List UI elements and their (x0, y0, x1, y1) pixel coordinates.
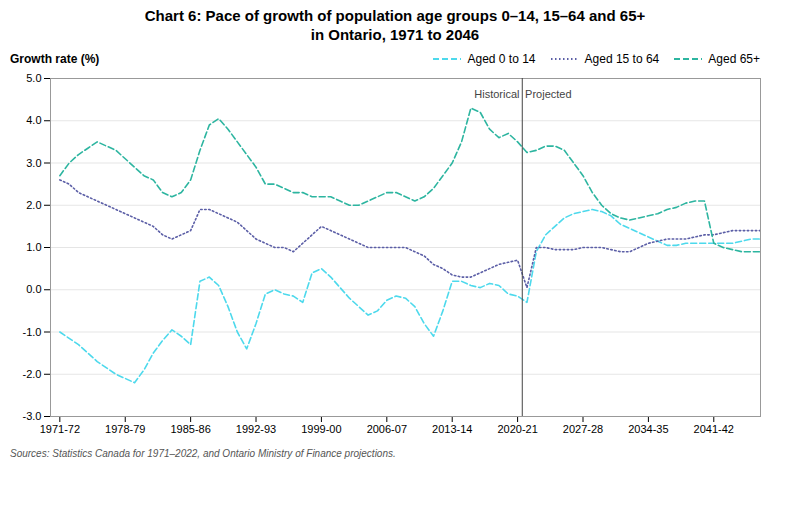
html-text:Aged 15 to 64: Aged 15 to 64 (584, 52, 660, 66)
svg-text:2.0: 2.0 (26, 199, 41, 211)
svg-text:1999-00: 1999-00 (301, 423, 341, 435)
svg-text:Projected: Projected (525, 88, 571, 100)
svg-text:1971-72: 1971-72 (40, 423, 80, 435)
svg-text:5.0: 5.0 (26, 72, 41, 84)
svg-text:Historical: Historical (474, 88, 519, 100)
svg-text:2006-07: 2006-07 (367, 423, 407, 435)
svg-text:2041-42: 2041-42 (694, 423, 734, 435)
svg-text:2020-21: 2020-21 (497, 423, 537, 435)
html-text:Aged 0 to 14: Aged 0 to 14 (467, 52, 536, 66)
svg-text:3.0: 3.0 (26, 157, 41, 169)
svg-text:2013-14: 2013-14 (432, 423, 472, 435)
html-text:Sources: Statistics Canada for: Sources: Statistics Canada for 1971–2022… (10, 448, 396, 459)
html-text:Chart 6: Pace of growth of pop: Chart 6: Pace of growth of population ag… (144, 7, 646, 24)
html-text:in Ontario, 1971 to 2046: in Ontario, 1971 to 2046 (310, 26, 480, 43)
svg-text:1992-93: 1992-93 (236, 423, 276, 435)
html-text:Aged 65+: Aged 65+ (708, 52, 760, 66)
svg-text:-3.0: -3.0 (23, 410, 42, 422)
svg-text:2027-28: 2027-28 (563, 423, 603, 435)
svg-text:0.0: 0.0 (26, 283, 41, 295)
svg-text:-1.0: -1.0 (23, 326, 42, 338)
svg-text:1985-86: 1985-86 (170, 423, 210, 435)
svg-text:-2.0: -2.0 (23, 368, 42, 380)
svg-text:2034-35: 2034-35 (628, 423, 668, 435)
svg-text:4.0: 4.0 (26, 114, 41, 126)
html-text:Growth rate (%): Growth rate (%) (10, 52, 100, 66)
svg-text:1.0: 1.0 (26, 241, 41, 253)
svg-text:1978-79: 1978-79 (105, 423, 145, 435)
